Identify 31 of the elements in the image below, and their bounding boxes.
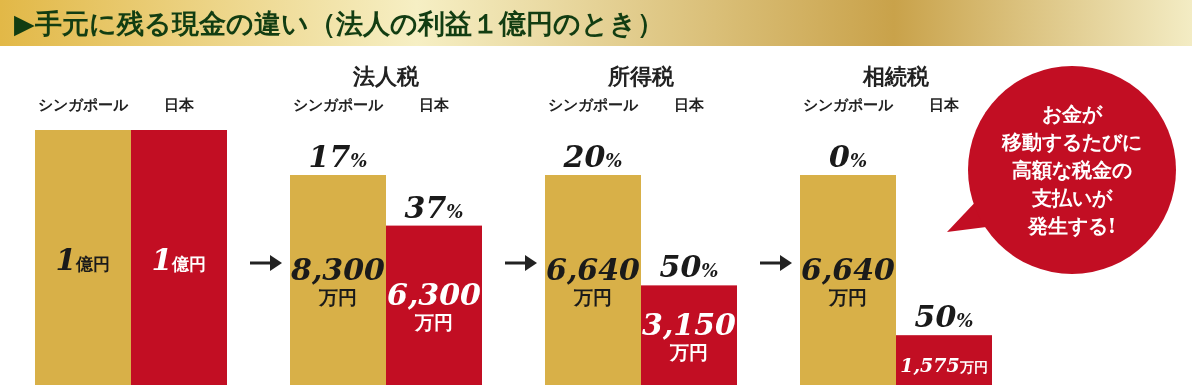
annotation: 0% <box>829 139 867 174</box>
x-tick-label: 日本 <box>164 96 195 114</box>
data-label: 3,150万円 <box>642 307 737 364</box>
text: 高額な税金の <box>1012 158 1132 182</box>
x-tick-label: 日本 <box>929 96 960 114</box>
x-tick-label: シンガポール <box>38 96 129 114</box>
text: お金が <box>1042 102 1103 126</box>
data-label: 6,300万円 <box>387 277 482 334</box>
x-tick-label: 日本 <box>419 96 450 114</box>
annotation: 20% <box>562 139 623 174</box>
data-label: 6,640万円 <box>546 252 641 308</box>
chart-title: 法人税 <box>352 63 420 89</box>
annotation: 50% <box>659 249 719 285</box>
chart-title: 所得税 <box>607 63 675 89</box>
data-label: 6,640万円 <box>801 252 896 308</box>
data-label: 8,300万円 <box>290 252 386 308</box>
chart-title: 相続税 <box>862 63 930 89</box>
x-tick-label: シンガポール <box>293 96 384 114</box>
data-label: 1,575万円 <box>900 354 988 377</box>
annotation: 50% <box>914 299 974 335</box>
data-label: 1億円 <box>55 241 111 277</box>
data-label: 1億円 <box>151 241 207 277</box>
text: ▶手元に残る現金の違い（法人の利益１億円のとき） <box>14 8 664 39</box>
annotation: 17% <box>308 139 368 174</box>
text: 移動するたびに <box>1001 130 1142 154</box>
annotation: 37% <box>404 189 464 225</box>
text: 発生する! <box>1026 214 1117 238</box>
x-tick-label: シンガポール <box>803 96 894 114</box>
text: 支払いが <box>1031 186 1113 210</box>
x-tick-label: 日本 <box>674 96 705 114</box>
x-tick-label: シンガポール <box>548 96 639 114</box>
